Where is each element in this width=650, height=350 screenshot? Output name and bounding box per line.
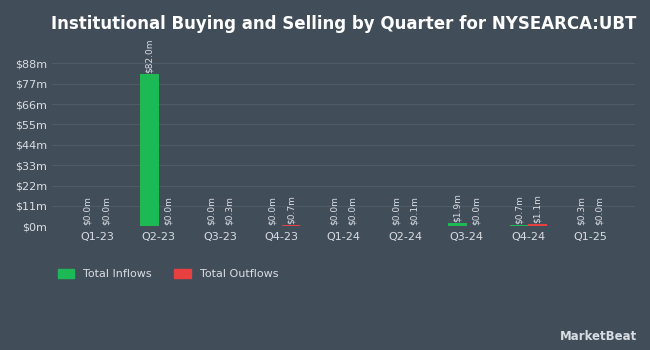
Text: $0.0m: $0.0m [163,196,172,225]
Text: $0.0m: $0.0m [595,196,604,225]
Text: $0.7m: $0.7m [515,195,524,224]
Text: $0.0m: $0.0m [83,196,92,225]
Text: $0.1m: $0.1m [410,196,419,225]
Bar [528,224,547,226]
Text: $0.0m: $0.0m [268,196,277,225]
Text: $0.3m: $0.3m [577,196,585,225]
Text: $0.0m: $0.0m [471,196,480,225]
Text: $0.7m: $0.7m [287,195,296,224]
Bar [448,223,467,226]
Text: $0.0m: $0.0m [391,196,400,225]
Bar [510,225,528,226]
Bar [140,75,159,226]
Text: $0.0m: $0.0m [348,196,358,225]
Text: $0.3m: $0.3m [225,196,234,225]
Text: $0.0m: $0.0m [207,196,216,225]
Text: $82.0m: $82.0m [145,39,154,73]
Text: $0.0m: $0.0m [101,196,111,225]
Bar [282,225,300,226]
Text: MarketBeat: MarketBeat [560,330,637,343]
Legend: Total Inflows, Total Outflows: Total Inflows, Total Outflows [58,269,278,279]
Title: Institutional Buying and Selling by Quarter for NYSEARCA:UBT: Institutional Buying and Selling by Quar… [51,15,636,33]
Text: $0.0m: $0.0m [330,196,339,225]
Text: $1.9m: $1.9m [453,193,462,222]
Text: $1.1m: $1.1m [533,194,542,223]
